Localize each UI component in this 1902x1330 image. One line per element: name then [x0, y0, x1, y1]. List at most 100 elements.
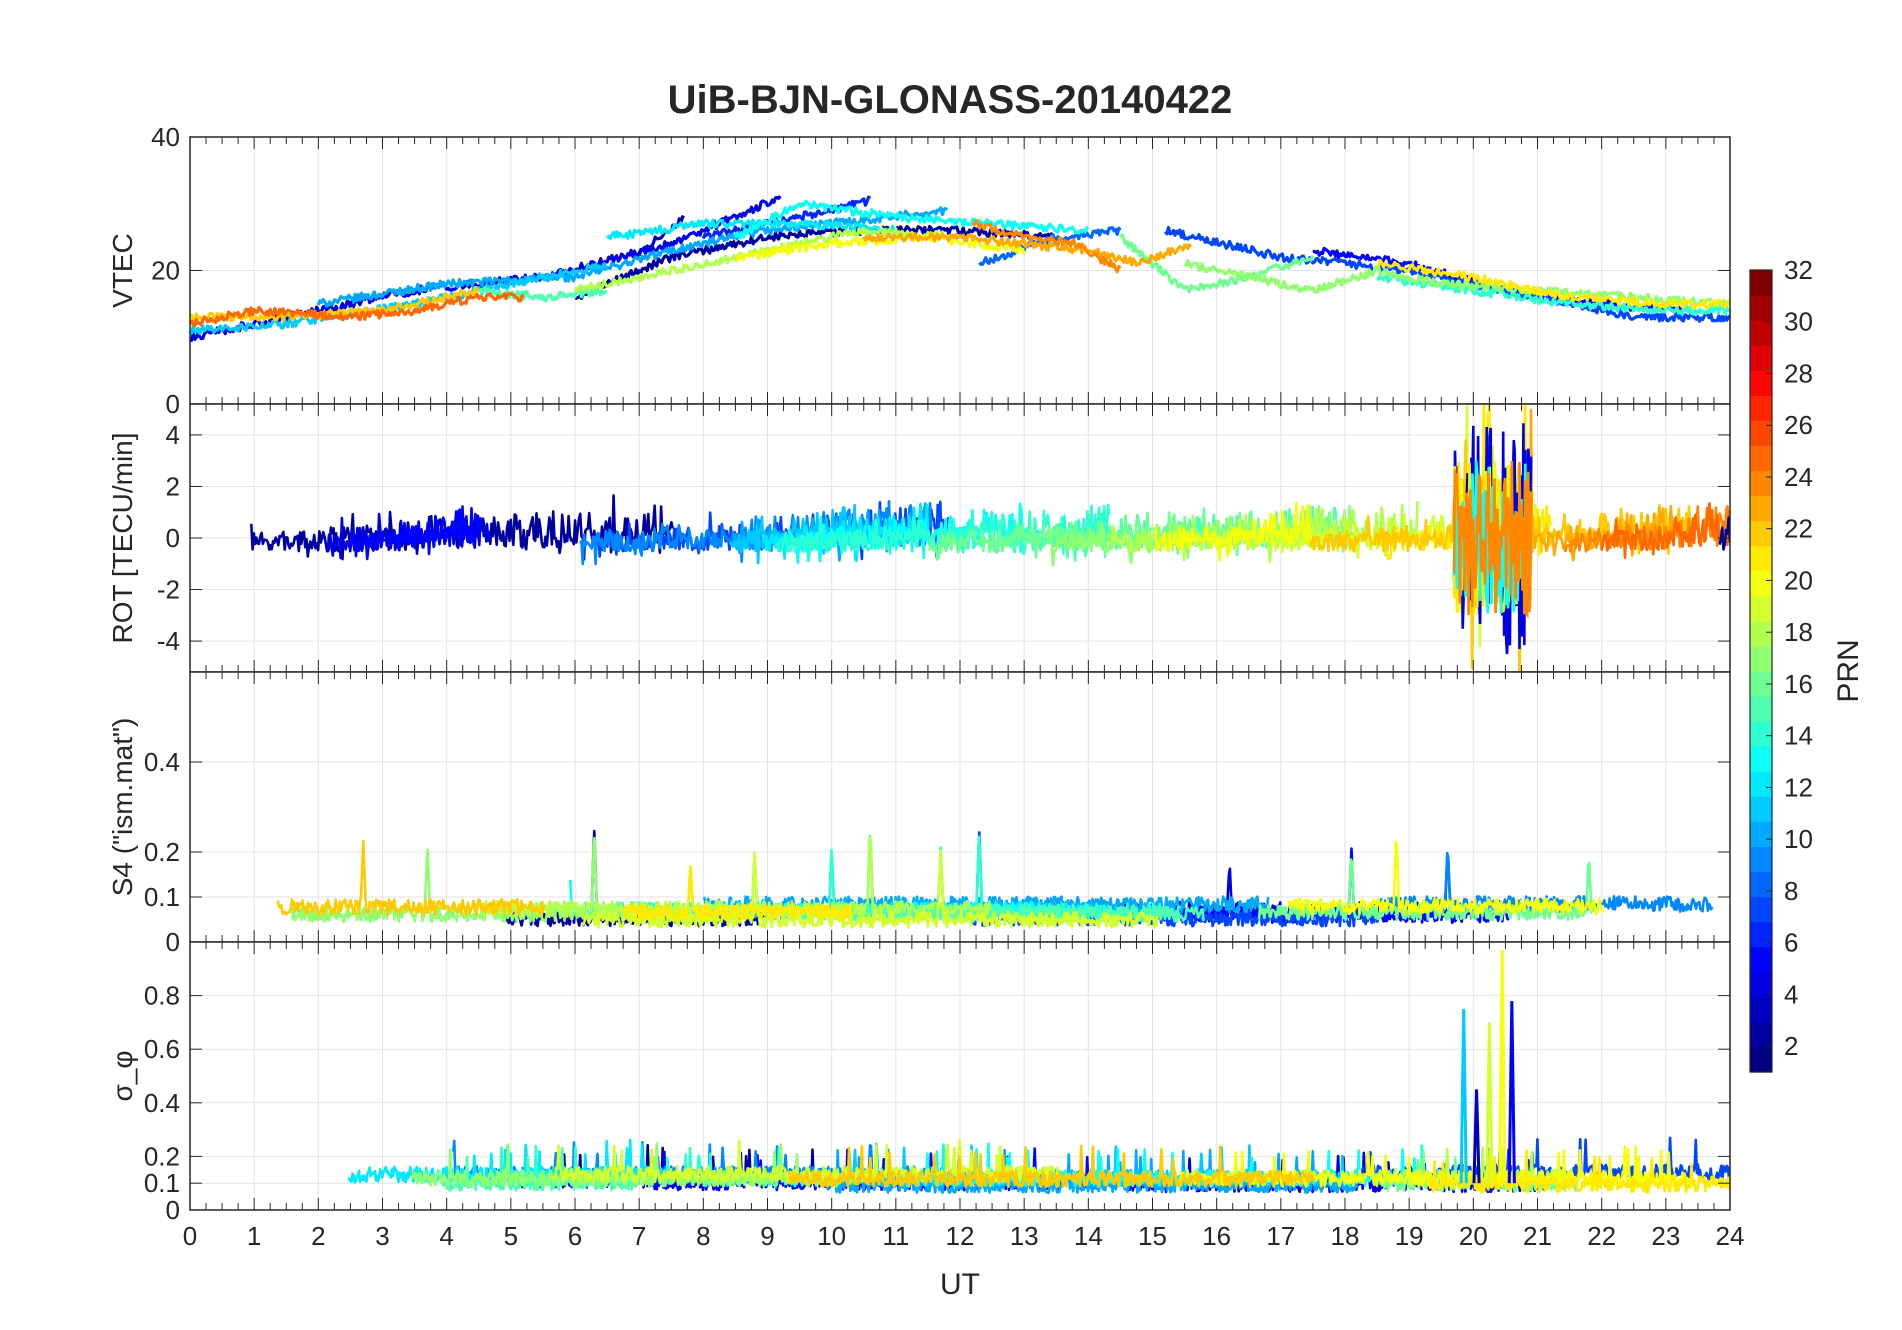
- colorbar-segment: [1750, 796, 1772, 822]
- panel-sigma_phi: 00.10.20.40.60.8σ_φ0 1 2 3 4 5 6 7 8 9 10 11 12 13 14 1…: [107, 941, 1744, 1301]
- colorbar-segment: [1750, 620, 1772, 647]
- x-tick-label: 21: [1523, 1221, 1552, 1251]
- y-tick-label: 0.8: [144, 981, 180, 1011]
- colorbar-tick-label: 6: [1784, 928, 1798, 958]
- y-tick-label: 0: [166, 1195, 180, 1225]
- colorbar-segment: [1750, 871, 1772, 898]
- colorbar-tick-label: 18: [1784, 617, 1813, 647]
- y-axis-label: S4 ("ism.mat"): [107, 718, 138, 897]
- series-line: [787, 1144, 1316, 1189]
- series-line: [190, 291, 525, 328]
- x-tick-label: 19: [1395, 1221, 1424, 1251]
- panel-S4: 0 0.1 0.2 0.4S4 ("ism.mat"): [107, 671, 1731, 957]
- y-tick-label: 4: [166, 420, 180, 450]
- x-tick-label: 12: [946, 1221, 975, 1251]
- y-tick-label: 2: [166, 471, 180, 501]
- series-line: [1452, 460, 1533, 620]
- series-line: [1375, 272, 1730, 316]
- series-line: [349, 505, 481, 561]
- x-tick-label: 14: [1074, 1221, 1103, 1251]
- sigma-spike: [1472, 1089, 1481, 1184]
- colorbar-tick-label: 14: [1784, 721, 1813, 751]
- colorbar-segment: [1750, 445, 1772, 472]
- series-line: [190, 262, 608, 336]
- x-tick-label: 4: [439, 1221, 453, 1251]
- colorbar-segment: [1750, 270, 1772, 296]
- series-line: [1183, 259, 1730, 309]
- colorbar-tick-label: 2: [1784, 1031, 1798, 1061]
- y-tick-label: 0.1: [144, 1168, 180, 1198]
- x-tick-label: 15: [1138, 1221, 1167, 1251]
- colorbar-segment: [1750, 921, 1772, 948]
- y-tick-label: 0.6: [144, 1034, 180, 1064]
- y-tick-label: 40: [151, 122, 180, 152]
- colorbar-label: PRN: [1832, 639, 1865, 702]
- y-tick-label: 0.1: [144, 882, 180, 912]
- colorbar-segment: [1750, 395, 1772, 421]
- series-line: [606, 218, 898, 240]
- colorbar-segment: [1750, 1021, 1772, 1048]
- colorbar-segment: [1750, 1046, 1772, 1073]
- colorbar-segment: [1750, 320, 1772, 346]
- colorbar-segment: [1750, 746, 1772, 772]
- x-tick-label: 6: [568, 1221, 582, 1251]
- colorbar-segment: [1750, 420, 1772, 447]
- series-line: [1287, 840, 1604, 916]
- colorbar-segment: [1750, 946, 1772, 973]
- series-line: [862, 232, 1193, 267]
- colorbar-segment: [1750, 370, 1772, 396]
- colorbar-segment: [1750, 721, 1772, 747]
- colorbar-segment: [1750, 595, 1772, 622]
- colorbar-tick-label: 24: [1784, 462, 1813, 492]
- series-line: [477, 286, 609, 303]
- data-layer: [276, 829, 1714, 929]
- series-line: [1718, 516, 1730, 551]
- colorbar-segment: [1750, 696, 1772, 722]
- colorbar-tick-label: 22: [1784, 514, 1813, 544]
- series-line: [573, 226, 961, 293]
- panel-VTEC: 0 20 40 VTEC: [107, 122, 1731, 419]
- colorbar-tick-label: 28: [1784, 358, 1813, 388]
- colorbar-segment: [1750, 520, 1772, 547]
- series-line: [1599, 502, 1730, 560]
- colorbar-segment: [1750, 570, 1772, 597]
- x-tick-label: 2: [311, 1221, 325, 1251]
- series-line: [622, 866, 854, 921]
- sigma-spike: [1498, 950, 1507, 1184]
- colorbar-segment: [1750, 771, 1772, 797]
- x-tick-label: 23: [1651, 1221, 1680, 1251]
- data-layer: [190, 195, 1730, 342]
- chart-title: UiB-BJN-GLONASS-20140422: [668, 78, 1233, 122]
- colorbar-tick-label: 30: [1784, 307, 1813, 337]
- colorbar-tick-label: 4: [1784, 979, 1798, 1009]
- x-tick-label: 17: [1266, 1221, 1295, 1251]
- colorbar-segment: [1750, 971, 1772, 998]
- series-line: [250, 494, 674, 561]
- y-tick-label: -2: [157, 575, 180, 605]
- colorbar-segment: [1750, 645, 1772, 672]
- colorbar-tick-label: 12: [1784, 772, 1813, 802]
- series-line: [971, 219, 1122, 274]
- series-line: [1119, 233, 1315, 294]
- y-tick-label: 20: [151, 256, 180, 286]
- y-tick-label: -4: [157, 626, 180, 656]
- y-axis-label: ROT [TECU/min]: [107, 432, 138, 643]
- series-line: [1425, 1149, 1730, 1194]
- colorbar-tick-label: 16: [1784, 669, 1813, 699]
- y-tick-label: 0.4: [144, 1088, 180, 1118]
- data-layer: [250, 404, 1730, 672]
- series-line: [852, 834, 1205, 924]
- data-layer: [347, 950, 1730, 1195]
- colorbar-segment: [1750, 896, 1772, 923]
- colorbar-segment: [1750, 821, 1772, 848]
- x-tick-label: 5: [504, 1221, 518, 1251]
- colorbar-segment: [1750, 470, 1772, 497]
- colorbar-segment: [1750, 295, 1772, 321]
- colorbar-segment: [1750, 545, 1772, 572]
- colorbar-segment: [1750, 671, 1772, 697]
- x-axis-label: UT: [940, 1268, 980, 1301]
- colorbar-tick-label: 20: [1784, 565, 1813, 595]
- colorbar-tick-label: 26: [1784, 410, 1813, 440]
